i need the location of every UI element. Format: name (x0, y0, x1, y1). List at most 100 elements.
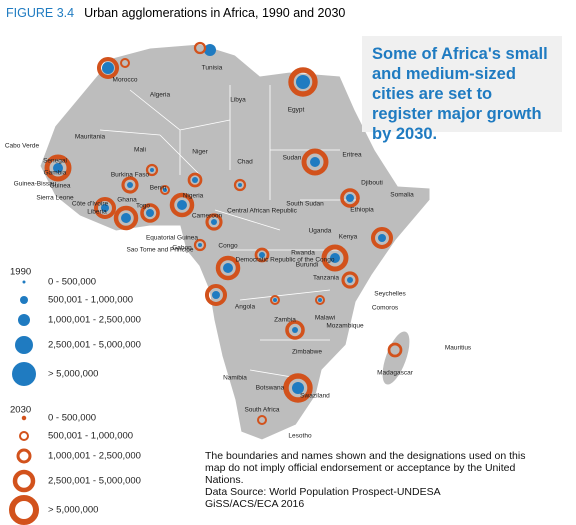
city-2030 (233, 178, 247, 192)
legend-symbol (22, 280, 26, 284)
legend-year: 2030 (10, 405, 31, 416)
city-1990 (318, 298, 322, 302)
cities (44, 41, 403, 425)
city-2030 (140, 203, 160, 223)
country-label: Ethiopia (350, 207, 374, 214)
country-label: Central African Republic (227, 208, 297, 215)
city-1990 (204, 44, 216, 56)
source: Data Source: World Population Prospect-U… (205, 486, 441, 498)
city-2030 (113, 205, 139, 231)
city-2030 (44, 154, 72, 182)
legend-label: > 5,000,000 (48, 369, 98, 380)
city-1990 (330, 253, 340, 263)
country-label: Uganda (309, 228, 332, 235)
country-label: Congo (218, 243, 238, 250)
header: FIGURE 3.4 Urban agglomerations in Africa… (6, 6, 345, 20)
legend-symbol (21, 415, 27, 421)
legend-symbol (19, 431, 29, 441)
country-label: Mauritius (445, 345, 472, 352)
country-label: Tunisia (202, 65, 223, 72)
country-label: Mozambique (326, 323, 364, 330)
legend-symbol (20, 296, 28, 304)
country-label: Equatorial Guinea (146, 235, 198, 242)
city-1990 (238, 183, 242, 187)
city-2030 (193, 238, 207, 252)
city-1990 (150, 168, 154, 172)
city-2030 (145, 163, 159, 177)
country-label: Nigeria (183, 193, 204, 200)
city-2030 (254, 247, 270, 263)
city-2030 (340, 188, 360, 208)
city-2030 (270, 295, 280, 305)
city-1990 (347, 277, 353, 283)
legend-symbol (12, 469, 36, 493)
city-2030 (169, 192, 195, 218)
legend-symbol (15, 336, 33, 354)
city-1990 (346, 194, 354, 202)
legend-label: 1,000,001 - 2,500,000 (48, 451, 141, 462)
country-label: Rwanda (291, 250, 315, 257)
country-label: Cameroon (192, 213, 223, 220)
legend-label: 500,001 - 1,000,000 (48, 431, 133, 442)
city-2030 (193, 41, 207, 55)
city-1990 (296, 75, 310, 89)
city-2030 (120, 58, 130, 68)
city-2030 (321, 244, 349, 272)
country-label: Liberia (87, 209, 107, 216)
country-label: Libya (230, 97, 246, 104)
city-1990 (177, 200, 187, 210)
country-label: Kenya (339, 234, 358, 241)
country-label: Guinea (50, 183, 71, 190)
country-label: Sierra Leone (36, 195, 74, 202)
legend-symbol (18, 314, 30, 326)
city-2030 (387, 342, 403, 358)
country-label: Togo (136, 203, 150, 210)
country-label: Egypt (288, 107, 305, 114)
country-label: Mauritania (75, 134, 106, 141)
country-label: South Sudan (286, 201, 324, 208)
country-label: Chad (237, 159, 253, 166)
country-label: Côte d'Ivoire (72, 201, 109, 208)
city-2030 (341, 271, 359, 289)
borders (99, 85, 360, 381)
country-label: Gambia (44, 170, 67, 177)
country-label: Botswana (256, 385, 285, 392)
country-label: Sudan (283, 155, 302, 162)
country-label: Zambia (274, 317, 296, 324)
country-label: Lesotho (288, 433, 312, 440)
legend-symbol (12, 362, 36, 386)
city-1990 (211, 219, 217, 225)
legend-label: 2,500,001 - 5,000,000 (48, 476, 141, 487)
city-1990 (310, 157, 320, 167)
country-label: Malawi (315, 315, 335, 322)
city-2030 (121, 176, 139, 194)
country-label: Sao Tome and Principe (126, 247, 193, 254)
country-label: Guinea-Bissau (14, 181, 57, 188)
country-label: Somalia (390, 192, 414, 199)
city-2030 (283, 373, 313, 403)
legend-label: 0 - 500,000 (48, 277, 96, 288)
country-label: Swaziland (300, 393, 330, 400)
city-1990 (259, 252, 265, 258)
legend-label: 500,001 - 1,000,000 (48, 295, 133, 306)
country-label: Mali (134, 147, 146, 154)
city-1990 (121, 213, 131, 223)
city-2030 (204, 283, 228, 307)
country-label: Comoros (372, 305, 399, 312)
city-1990 (198, 243, 202, 247)
legend-label: 0 - 500,000 (48, 413, 96, 424)
madagascar (382, 331, 410, 385)
city-2030 (257, 415, 267, 425)
country-label: Seychelles (374, 291, 406, 298)
country-label: Angola (235, 304, 256, 311)
city-1990 (273, 298, 277, 302)
city-2030 (93, 196, 117, 220)
country-label: Democratic Republic of the Congo (236, 257, 335, 264)
city-2030 (285, 320, 305, 340)
source: GiSS/ACS/ECA 2016 (205, 498, 305, 510)
country-label: Benin (150, 185, 167, 192)
city-1990 (378, 234, 386, 242)
city-2030 (301, 148, 329, 176)
